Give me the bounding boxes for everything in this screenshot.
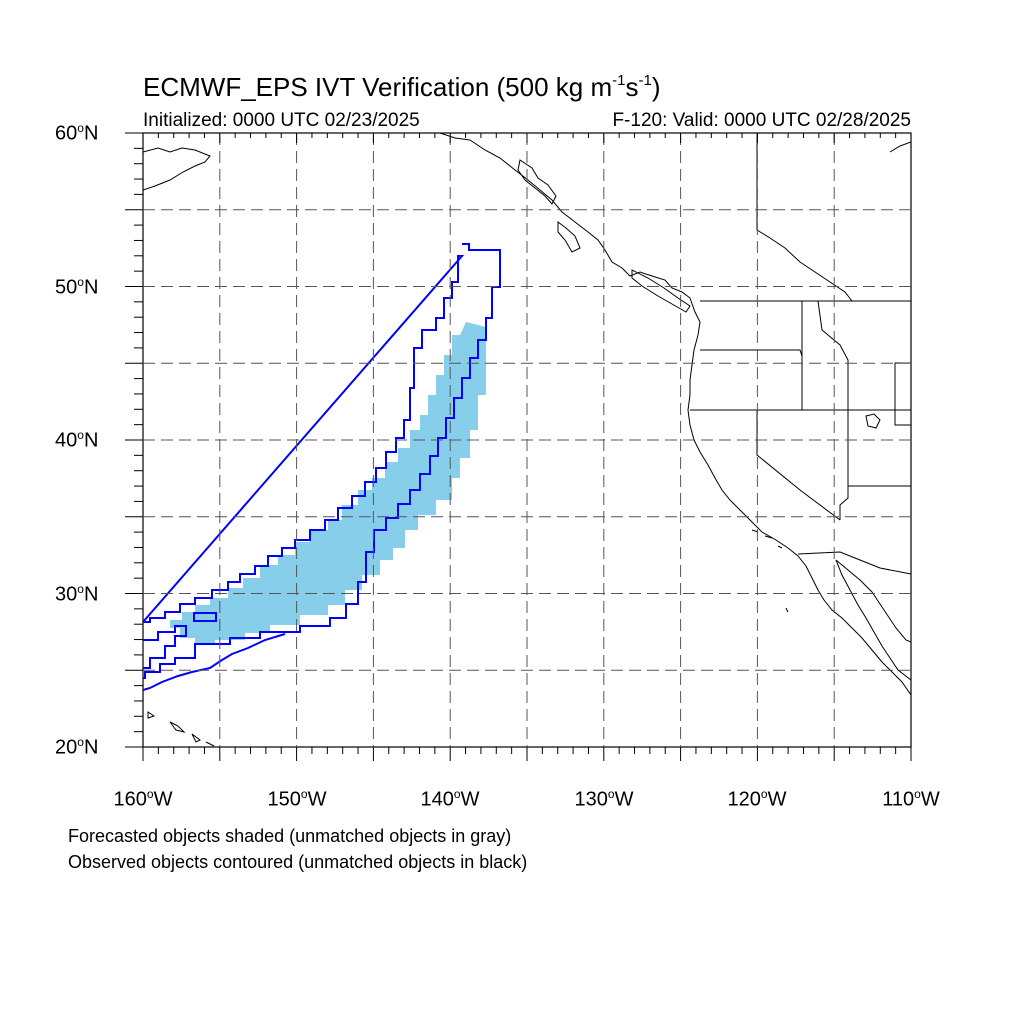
border-idaho: [801, 300, 849, 410]
coast-baja-california: [835, 559, 911, 681]
coast-alaska-islands: [517, 159, 581, 253]
lon-label-110: 110oW: [882, 787, 939, 812]
note-forecast: Forecasted objects shaded (unmatched obj…: [68, 826, 512, 846]
degree-mark: o: [77, 582, 84, 596]
observed-objects: [143, 243, 501, 691]
axis-ticks: [125, 132, 912, 761]
observed-object-inner-contour: [143, 255, 465, 623]
degree-mark: o: [77, 275, 84, 289]
degree-mark: o: [146, 787, 154, 801]
observed-object-outer-contour: [143, 243, 501, 679]
note-observed: Observed objects contoured (unmatched ob…: [68, 852, 528, 872]
coast-gulf-of-alaska: [143, 147, 211, 191]
coast-vancouver-island: [631, 269, 691, 313]
lon-label-140: 140oW: [421, 787, 480, 812]
lon-suffix: W: [307, 788, 327, 811]
lon-value-140: 140: [420, 788, 454, 811]
degree-mark: o: [77, 428, 84, 442]
degree-mark: o: [760, 787, 768, 801]
lon-suffix: W: [153, 788, 173, 811]
coastlines: [143, 133, 911, 747]
lat-value-60: 60: [55, 122, 78, 145]
lon-value-150: 150: [267, 788, 301, 811]
observed-object-lower-contour: [143, 625, 187, 669]
degree-mark: o: [914, 787, 921, 801]
border-bc-alberta: [756, 133, 853, 302]
border-us-mexico: [797, 551, 911, 575]
degree-mark: o: [300, 787, 308, 801]
lat-value-50: 50: [55, 276, 78, 299]
lon-value-120: 120: [727, 788, 761, 811]
lat-label-20: 20oN: [55, 735, 115, 760]
title-mid: s: [625, 72, 639, 102]
lon-label-160: 160oW: [114, 787, 173, 812]
lat-suffix: N: [83, 736, 99, 759]
title-prefix: ECMWF_EPS IVT Verification (500 kg m: [143, 72, 613, 102]
title-exponent-1: -1: [612, 72, 626, 89]
lon-suffix: W: [614, 788, 634, 811]
observed-object-ring: [193, 612, 217, 622]
lon-value-160: 160: [113, 788, 147, 811]
lat-lon-grid: [143, 133, 911, 747]
degree-mark: o: [77, 121, 84, 135]
degree-mark: o: [453, 787, 461, 801]
coast-socal-islands: [751, 529, 789, 613]
lat-value-40: 40: [55, 429, 78, 452]
lon-label-150: 150oW: [268, 787, 327, 812]
lat-suffix: N: [83, 429, 99, 452]
lat-label-40: 40oN: [55, 428, 115, 453]
initialized-label: Initialized: 0000 UTC 02/23/2025: [143, 110, 420, 131]
lon-label-130: 130oW: [575, 787, 634, 812]
lat-value-20: 20: [55, 736, 78, 759]
coast-gulf-of-california: [835, 559, 911, 643]
lon-label-120: 120oW: [728, 787, 787, 812]
coast-hawaii-islands: [147, 711, 215, 747]
coast-alaska-north: [439, 133, 471, 141]
title-exponent-2: -1: [638, 72, 652, 89]
lat-value-30: 30: [55, 583, 78, 606]
lon-suffix: W: [460, 788, 480, 811]
lon-suffix: W: [920, 788, 940, 811]
coast-alaska-panhandle: [469, 139, 701, 323]
coast-ne-pacific-fragment: [889, 141, 911, 153]
lon-value-110: 110: [882, 788, 915, 811]
observed-object-far-south: [143, 633, 286, 691]
degree-mark: o: [607, 787, 615, 801]
lat-label-30: 30oN: [55, 582, 115, 607]
lon-value-130: 130: [574, 788, 608, 811]
degree-mark: o: [77, 735, 84, 749]
lat-suffix: N: [83, 276, 99, 299]
title-suffix: ): [651, 72, 661, 102]
lon-suffix: W: [767, 788, 787, 811]
lat-suffix: N: [83, 122, 99, 145]
lat-label-60: 60oN: [55, 121, 115, 146]
coast-us-west: [687, 321, 911, 696]
lat-suffix: N: [83, 583, 99, 606]
figure-title: ECMWF_EPS IVT Verification (500 kg m-1s-…: [143, 72, 660, 103]
lat-label-50: 50oN: [55, 275, 115, 300]
coast-great-salt-lake: [865, 413, 881, 429]
valid-time-label: F-120: Valid: 0000 UTC 02/28/2025: [612, 110, 911, 131]
